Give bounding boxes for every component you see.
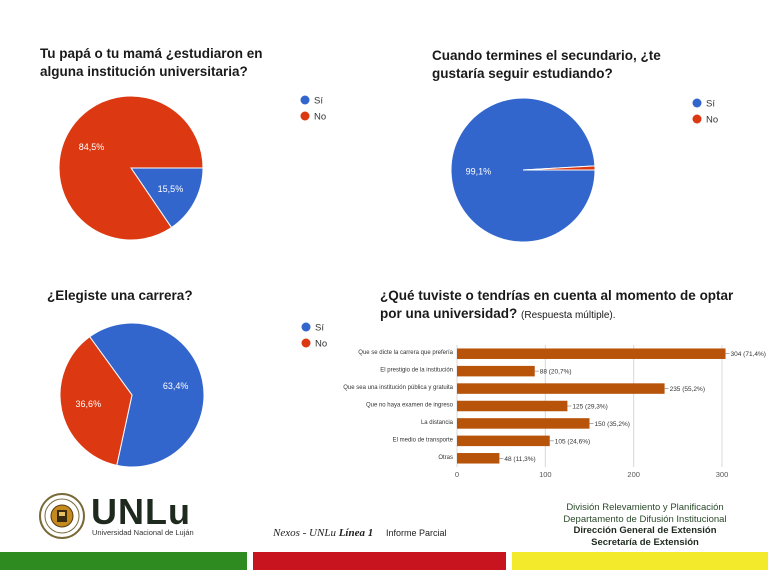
chart4-value-label-3: 125 (29,3%) [572,404,607,411]
chart2-legend-swatch-1 [692,114,702,124]
credit-line-3: Dirección General de Extensión [573,525,717,536]
chart1-legend-swatch-0 [300,95,310,105]
chart4-category-2: Que sea una institución pública y gratui… [343,385,453,391]
chart4-subtitle: (Respuesta múltiple). [521,310,616,321]
chart2-legend-label-1: No [706,115,718,126]
chart3-slice-0-label: 63,4% [163,381,189,391]
chart4-value-label-4: 150 (35,2%) [595,421,630,428]
chart4-xtick-3: 300 [716,470,729,479]
chart2-slice-0-label: 99,1% [466,166,492,176]
chart4-xtick-2: 200 [627,470,640,479]
footer-bar-red [253,552,506,570]
chart3-legend-label-0: Sí [315,323,324,334]
chart4-category-1: El prestigio de la institución [380,368,453,374]
chart1-slice-0 [130,167,204,229]
chart4-category-0: Que se dicte la carrera que prefería [358,350,453,356]
chart3-legend-swatch-0 [301,322,311,332]
footer-bar-yellow [512,552,768,570]
chart4-xtick-0: 0 [455,470,459,479]
chart4-value-label-5: 105 (24,6%) [555,438,590,445]
credit-line-1: División Relevamiento y Planificación [566,502,724,513]
report-label: Nexos - UNLu Línea 1 Informe Parcial [273,527,447,539]
chart1-slice-1 [58,95,204,241]
chart4-bar-5 [457,435,550,447]
chart3-slice-0 [88,322,205,468]
chart2-legend-label-0: Sí [706,99,715,110]
unlu-logo: UNLu [91,491,191,532]
chart4-category-3: Que no haya examen de ingreso [366,403,454,409]
chart1-legend-swatch-1 [300,111,310,121]
institution-credits: División Relevamiento y Planificación De… [540,502,750,548]
chart4-bar-4 [457,418,590,429]
chart2-title: Cuando termines el secundario, ¿te gusta… [432,47,661,83]
chart4-title-line2-main: por una universidad? [380,306,518,321]
chart1-slice-0-label: 15,5% [158,184,184,194]
chart4-bar-3 [457,400,568,412]
credit-line-2: Departamento de Difusión Institucional [563,513,727,525]
chart1-legend-label-1: No [314,112,326,123]
chart4-value-label-0: 304 (71,4%) [731,351,766,358]
chart2-legend-swatch-0 [692,98,702,108]
chart3-title: ¿Elegiste una carrera? [47,287,193,305]
credit-line-4: Secretaría de Extensión [591,536,699,548]
chart4-value-label-2: 235 (55,2%) [670,386,705,393]
chart4-title: ¿Qué tuviste o tendrías en cuenta al mom… [380,287,733,325]
chart2-slice-1 [522,165,596,171]
chart4-category-5: El medio de transporte [393,437,454,443]
chart1-title-line1: Tu papá o tu mamá ¿estudiaron en [40,46,263,61]
chart1-title: Tu papá o tu mamá ¿estudiaron en alguna … [40,45,263,81]
chart2-title-line2: gustaría seguir estudiando? [432,66,613,81]
chart3-slice-1 [59,336,133,466]
chart3-legend-label-1: No [315,339,327,350]
footer-bar-green [0,552,247,570]
chart4-bar-1 [457,365,535,377]
chart3-title-line1: ¿Elegiste una carrera? [47,288,193,303]
chart2-title-line1: Cuando termines el secundario, ¿te [432,48,661,63]
chart4-value-label-1: 88 (20,7%) [540,369,572,376]
chart4-category-6: Otras [438,455,453,461]
chart4-category-4: La distancia [421,420,454,426]
chart4-bar-0 [457,348,726,359]
chart4-value-label-6: 48 (11,3%) [504,456,535,463]
chart4-title-line2: por una universidad? (Respuesta múltiple… [380,305,733,325]
chart4-bar-6 [457,453,500,464]
chart1-slice-1-label: 84,5% [79,142,105,152]
chart4-bar-2 [457,383,665,394]
chart3-slice-1-label: 36,6% [76,399,102,409]
report-type: Informe Parcial [385,528,447,538]
chart1-title-line2: alguna institución universitaria? [40,64,248,79]
chart4-xtick-1: 100 [539,470,552,479]
unlu-logo-caption: Universidad Nacional de Luján [92,528,194,537]
chart1-legend-label-0: Sí [314,96,323,107]
chart3-legend-swatch-1 [301,338,311,348]
chart4-title-line1: ¿Qué tuviste o tendrías en cuenta al mom… [380,288,734,303]
report-prefix: Nexos - UNLu [273,527,336,539]
report-line: Línea 1 [338,527,374,539]
